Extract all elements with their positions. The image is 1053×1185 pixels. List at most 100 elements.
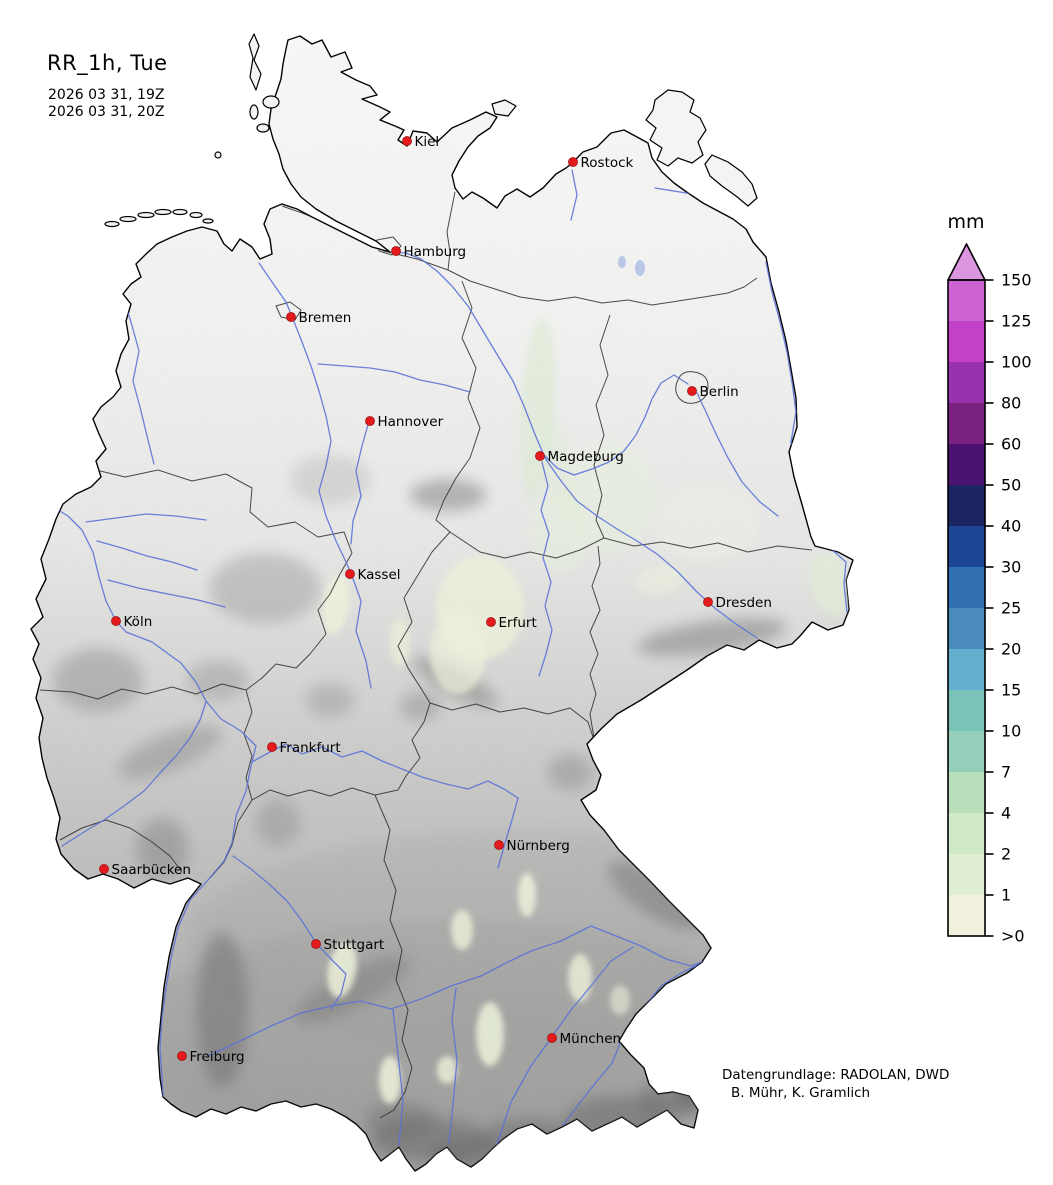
colorbar-segment xyxy=(948,403,985,444)
island-ruegen xyxy=(645,89,707,167)
colorbar-segment xyxy=(948,608,985,649)
city-marker: Dresden xyxy=(703,595,772,611)
attribution-line2: B. Mühr, K. Gramlich xyxy=(731,1085,871,1101)
city-dot-icon xyxy=(286,312,296,322)
attribution-line1: Datengrundlage: RADOLAN, DWD xyxy=(722,1067,950,1083)
city-label: Frankfurt xyxy=(280,740,341,756)
island-east-frisian xyxy=(119,215,137,223)
city-layer: Kiel Rostock Hamburg Bremen Berlin Hannover Ma… xyxy=(99,134,772,1065)
colorbar-segment xyxy=(948,280,985,321)
colorbar-tick-label: 10 xyxy=(1001,722,1021,741)
colorbar-tick-label: 125 xyxy=(1001,312,1032,331)
colorbar-segment xyxy=(948,362,985,403)
colorbar-tick-label: 30 xyxy=(1001,558,1021,577)
city-dot-icon xyxy=(311,939,321,949)
colorbar-tick-label: 20 xyxy=(1001,640,1021,659)
city-label: Saarbücken xyxy=(112,862,191,878)
island-foehr xyxy=(262,95,280,109)
colorbar-tick-label: 50 xyxy=(1001,476,1021,495)
colorbar-segment xyxy=(948,854,985,895)
city-marker: München xyxy=(547,1031,621,1047)
island-east-frisian xyxy=(104,220,120,228)
city-marker: Stuttgart xyxy=(311,937,384,953)
city-dot-icon xyxy=(177,1051,187,1061)
precipitation-patches xyxy=(322,318,852,1104)
city-dot-icon xyxy=(402,136,412,146)
city-label: Rostock xyxy=(581,155,634,171)
colorbar-segment xyxy=(948,731,985,772)
colorbar-segment xyxy=(948,895,985,936)
city-label: Magdeburg xyxy=(548,449,624,465)
island-amrum xyxy=(249,104,259,120)
colorbar-tick-label: 15 xyxy=(1001,681,1021,700)
city-dot-icon xyxy=(365,416,375,426)
island-east-frisian xyxy=(137,211,155,219)
city-dot-icon xyxy=(99,864,109,874)
city-marker: Erfurt xyxy=(486,615,537,631)
colorbar-segment xyxy=(948,567,985,608)
island-sylt xyxy=(248,33,262,91)
city-dot-icon xyxy=(391,246,401,256)
colorbar: >0 1 2 4 7 10 15 20 25 30 40 50 60 80 100 125 150 xyxy=(947,243,1032,946)
city-label: Stuttgart xyxy=(324,937,385,953)
lake-mueritz xyxy=(635,260,645,276)
city-label: Hamburg xyxy=(404,244,467,260)
germany-map xyxy=(30,33,854,1172)
city-marker: Magdeburg xyxy=(535,449,624,465)
city-label: Erfurt xyxy=(499,615,537,631)
city-dot-icon xyxy=(547,1033,557,1043)
colorbar-tick-label: 7 xyxy=(1001,763,1011,782)
colorbar-tick-label: 100 xyxy=(1001,353,1032,372)
colorbar-tick-label: 1 xyxy=(1001,886,1011,905)
city-marker: Berlin xyxy=(687,384,739,400)
city-label: Dresden xyxy=(716,595,772,611)
city-dot-icon xyxy=(494,840,504,850)
colorbar-unit-label: mm xyxy=(947,211,985,233)
city-marker: Saarbücken xyxy=(99,862,191,878)
city-label: München xyxy=(560,1031,622,1047)
timestamp-end: 2026 03 31, 20Z xyxy=(48,104,165,120)
island-east-frisian xyxy=(189,211,203,219)
island-pellworm xyxy=(256,123,270,133)
city-label: Nürnberg xyxy=(507,838,570,854)
colorbar-segment xyxy=(948,813,985,854)
city-marker: Hannover xyxy=(365,414,444,430)
colorbar-tick-label: 150 xyxy=(1001,271,1032,290)
colorbar-tick-label: 80 xyxy=(1001,394,1021,413)
city-marker: Kassel xyxy=(345,567,401,583)
island-east-frisian xyxy=(154,208,172,216)
timestamp-start: 2026 03 31, 19Z xyxy=(48,87,165,103)
island-east-frisian xyxy=(172,208,188,216)
city-marker: Köln xyxy=(111,614,152,630)
colorbar-segment xyxy=(948,690,985,731)
colorbar-tick-label: 40 xyxy=(1001,517,1021,536)
city-marker: Bremen xyxy=(286,310,351,326)
city-dot-icon xyxy=(687,386,697,396)
colorbar-segment xyxy=(948,485,985,526)
colorbar-tick-label: 60 xyxy=(1001,435,1021,454)
city-dot-icon xyxy=(703,597,713,607)
colorbar-tick-label: >0 xyxy=(1001,927,1025,946)
city-dot-icon xyxy=(111,616,121,626)
city-label: Hannover xyxy=(378,414,444,430)
map-title: RR_1h, Tue xyxy=(47,51,168,75)
colorbar-segment xyxy=(948,321,985,362)
city-marker: Hamburg xyxy=(391,244,466,260)
city-dot-icon xyxy=(486,617,496,627)
islands xyxy=(104,33,758,228)
island-helgoland xyxy=(214,151,222,159)
island-usedom xyxy=(704,154,758,207)
colorbar-extend-arrow xyxy=(947,243,986,281)
colorbar-tick-label: 4 xyxy=(1001,804,1011,823)
colorbar-segment xyxy=(948,526,985,567)
city-label: Berlin xyxy=(700,384,739,400)
city-dot-icon xyxy=(535,451,545,461)
colorbar-tick-label: 2 xyxy=(1001,845,1011,864)
colorbar-segment xyxy=(948,444,985,485)
city-label: Köln xyxy=(124,614,153,630)
city-marker: Freiburg xyxy=(177,1049,245,1065)
city-marker: Kiel xyxy=(402,134,439,150)
city-label: Freiburg xyxy=(190,1049,245,1065)
island-fehmarn xyxy=(491,99,517,117)
lake xyxy=(618,256,626,268)
